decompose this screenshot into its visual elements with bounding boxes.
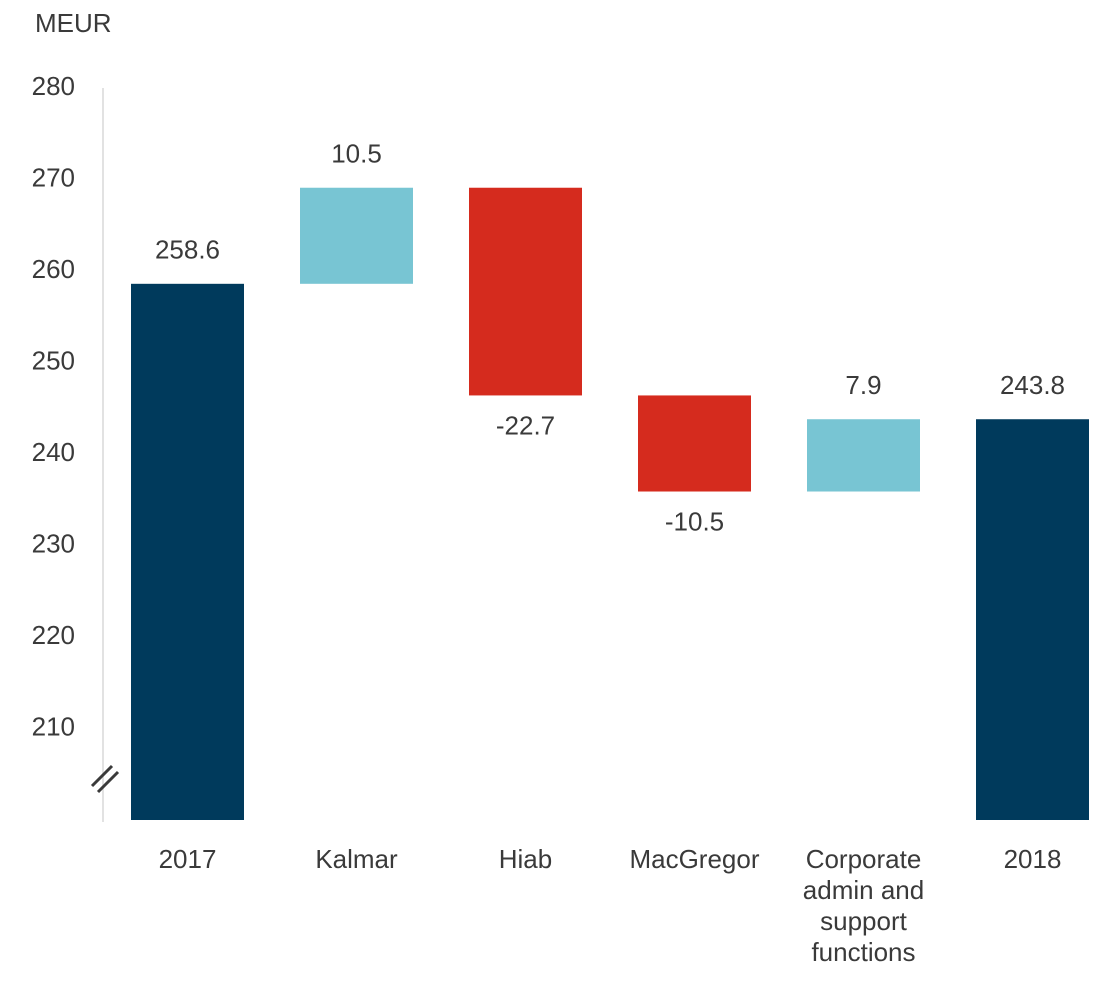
value-label: 7.9 bbox=[845, 370, 881, 400]
x-tick-label: Kalmar bbox=[315, 844, 398, 874]
y-tick-label: 250 bbox=[32, 345, 75, 375]
bar bbox=[638, 395, 751, 492]
value-label: 258.6 bbox=[155, 235, 220, 265]
bar bbox=[807, 419, 920, 492]
axis-break bbox=[90, 764, 114, 788]
y-tick-label: 230 bbox=[32, 528, 75, 558]
value-label: -10.5 bbox=[665, 506, 724, 536]
value-label: -22.7 bbox=[496, 410, 555, 440]
x-tick-label: Corporate admin and support functions bbox=[802, 844, 925, 967]
bar bbox=[469, 187, 582, 396]
x-tick-label: Hiab bbox=[498, 844, 553, 874]
x-tick-label: 2017 bbox=[158, 844, 217, 874]
value-label: 10.5 bbox=[331, 139, 382, 169]
value-label: 243.8 bbox=[1000, 370, 1065, 400]
y-tick-label: 280 bbox=[32, 71, 75, 101]
bar bbox=[976, 419, 1089, 820]
bar bbox=[300, 187, 413, 284]
y-tick-label: 220 bbox=[32, 620, 75, 650]
y-axis-label: MEUR bbox=[35, 8, 112, 38]
y-tick-label: 210 bbox=[32, 711, 75, 741]
bar bbox=[131, 283, 244, 820]
y-tick-label: 270 bbox=[32, 162, 75, 192]
y-tick-label: 240 bbox=[32, 437, 75, 467]
x-tick-label: MacGregor bbox=[629, 844, 760, 874]
axis-break bbox=[96, 770, 120, 794]
y-tick-label: 260 bbox=[32, 254, 75, 284]
x-tick-label: 2018 bbox=[1003, 844, 1062, 874]
